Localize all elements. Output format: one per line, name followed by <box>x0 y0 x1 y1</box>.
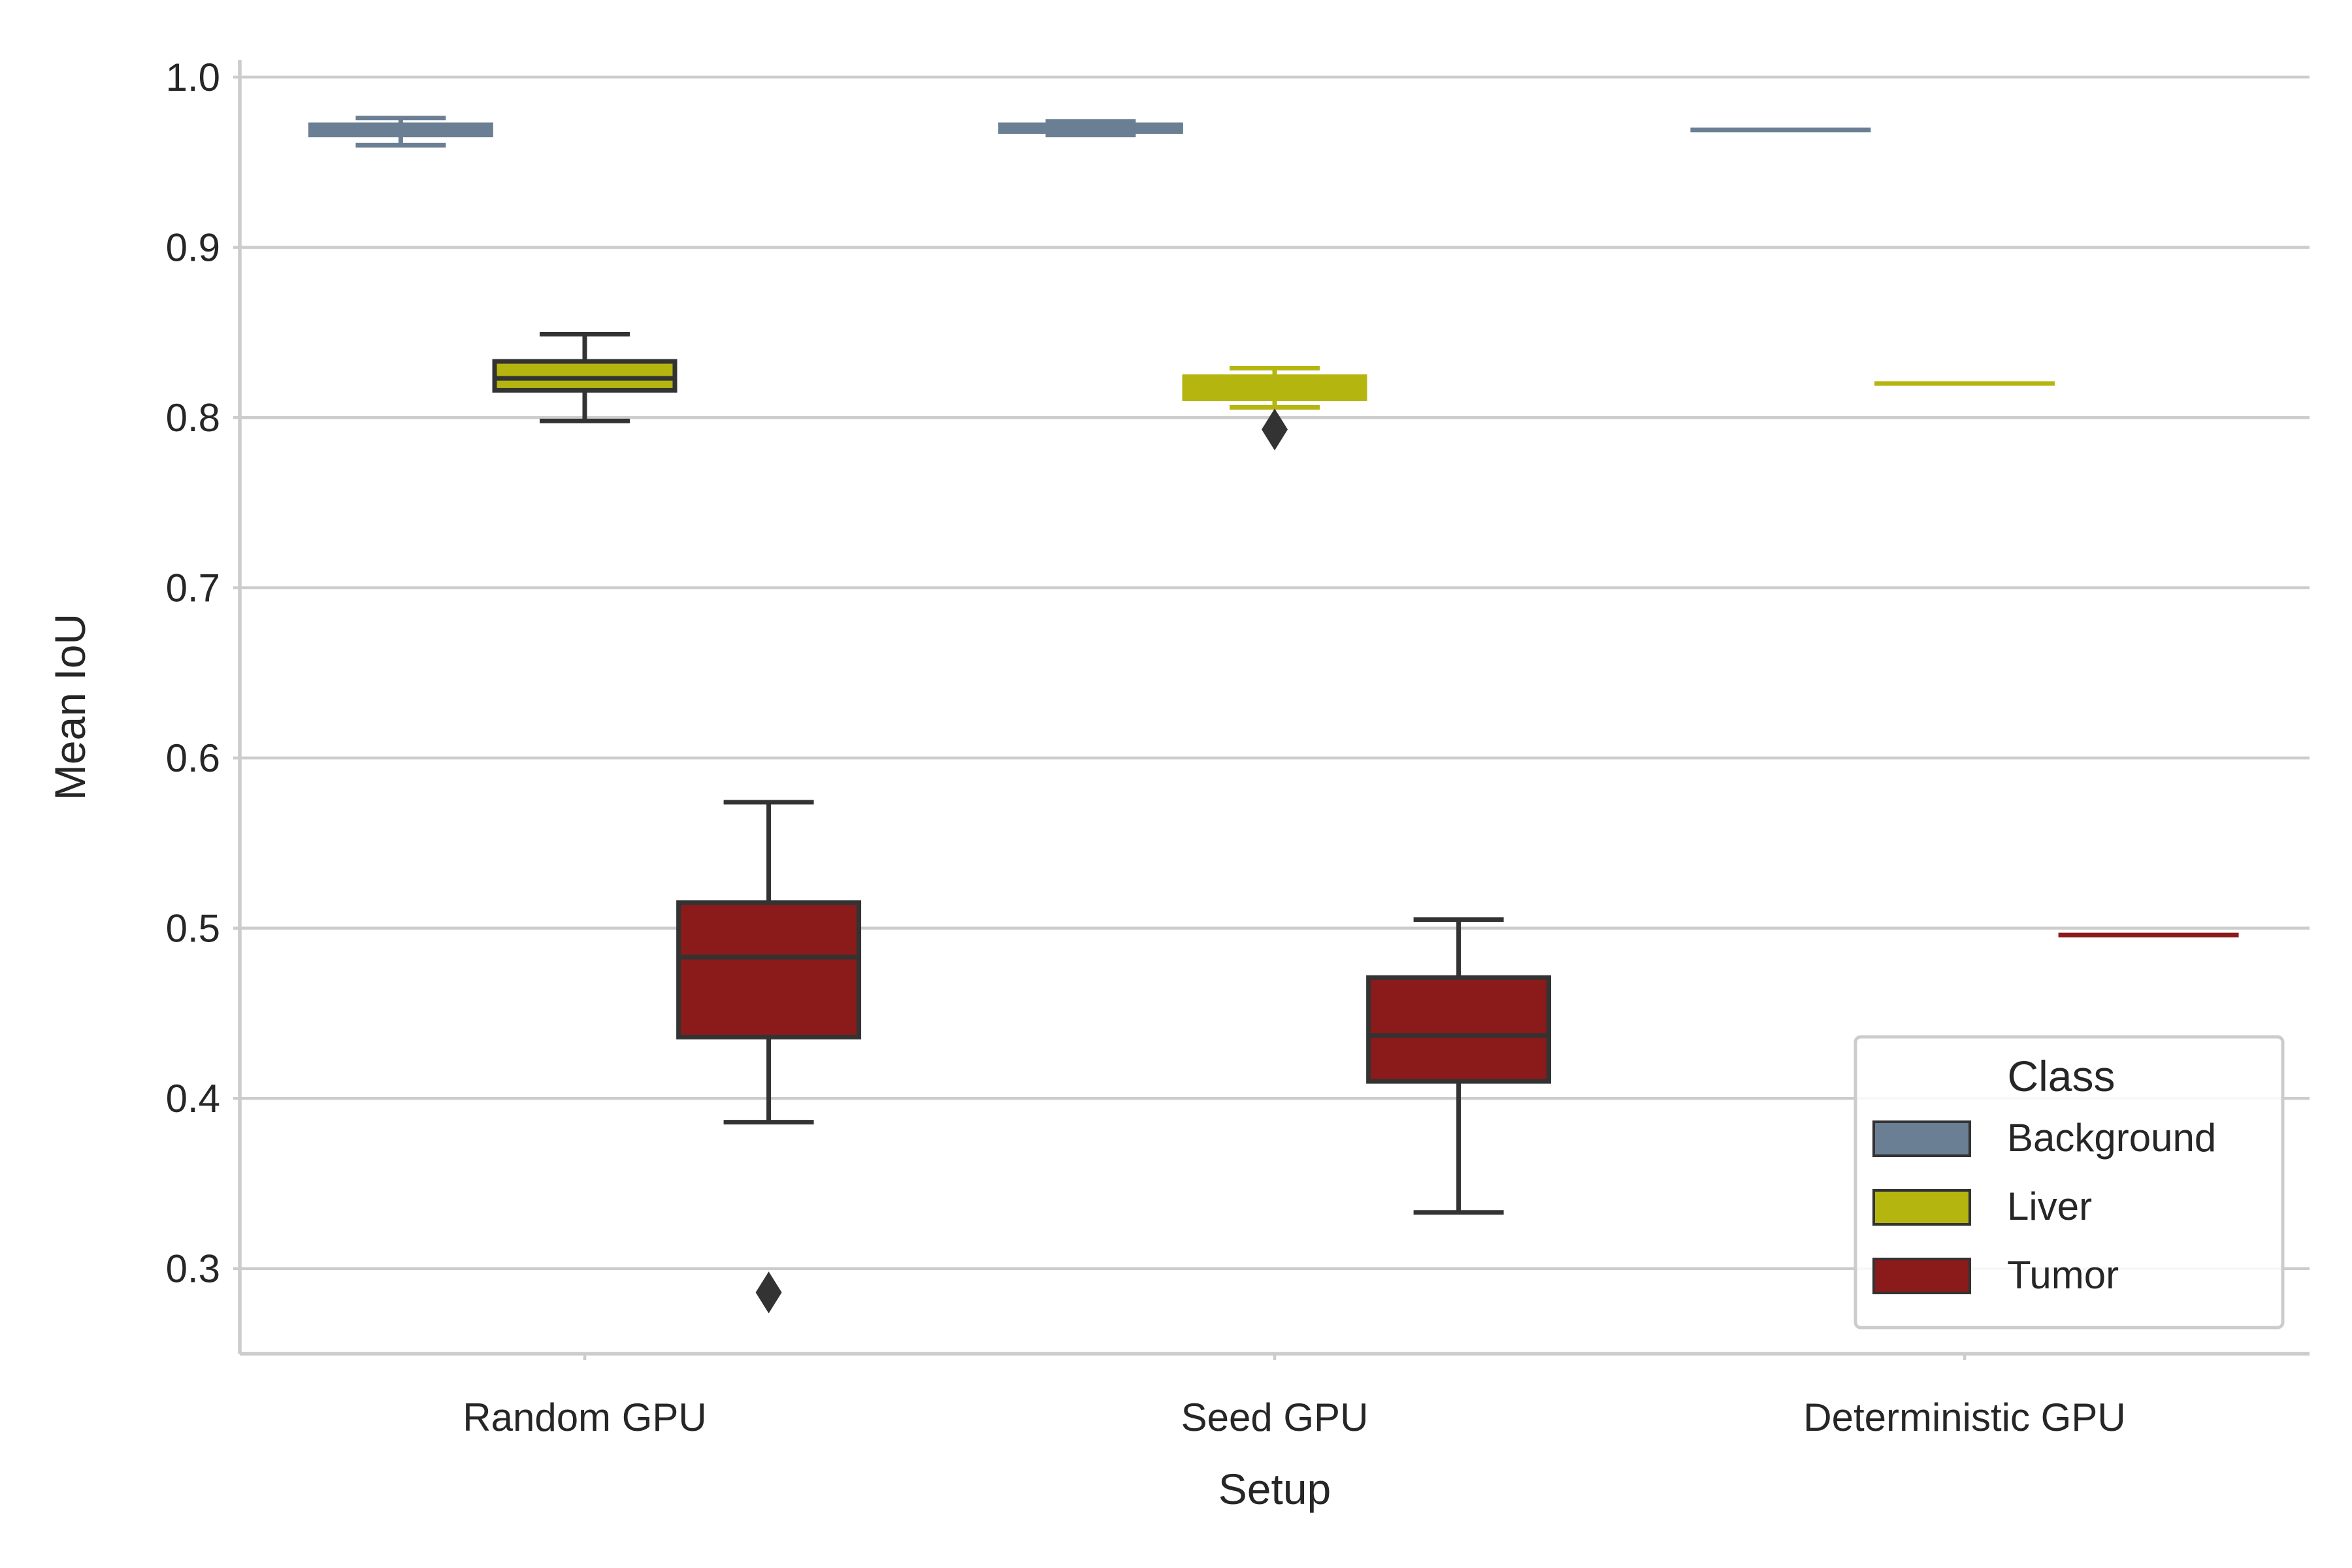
y-tick-label: 0.5 <box>166 907 220 951</box>
tumor-outlier-point <box>755 1271 782 1314</box>
tumor-box <box>676 900 862 1039</box>
x-tick-label: Deterministic GPU <box>1803 1396 2125 1439</box>
y-tick-label: 0.8 <box>166 396 220 440</box>
legend-label-background: Background <box>2007 1116 2216 1160</box>
legend-label-tumor: Tumor <box>2007 1253 2119 1297</box>
x-tick-label: Random GPU <box>463 1396 706 1439</box>
x-tick-label: Seed GPU <box>1181 1396 1369 1439</box>
y-tick-label: 0.6 <box>166 736 220 780</box>
y-tick-label: 1.0 <box>166 56 220 99</box>
legend-swatch-tumor <box>1872 1258 1971 1294</box>
legend-label-liver: Liver <box>2007 1184 2092 1228</box>
y-tick-label: 0.4 <box>166 1077 220 1120</box>
tumor-box <box>1366 975 1552 1084</box>
y-axis-label: Mean IoU <box>46 613 94 800</box>
x-axis-label: Setup <box>1218 1465 1331 1513</box>
legend-title: Class <box>2007 1052 2115 1100</box>
legend-box <box>1854 1035 2285 1330</box>
legend-swatch-background <box>1872 1120 1971 1157</box>
liver-outlier-point <box>1262 408 1288 451</box>
liver-box <box>1182 374 1367 401</box>
legend-swatch-liver <box>1872 1189 1971 1226</box>
liver-box <box>492 359 678 393</box>
y-tick-label: 0.3 <box>166 1247 220 1291</box>
y-tick-label: 0.9 <box>166 226 220 270</box>
y-tick-label: 0.7 <box>166 566 220 610</box>
